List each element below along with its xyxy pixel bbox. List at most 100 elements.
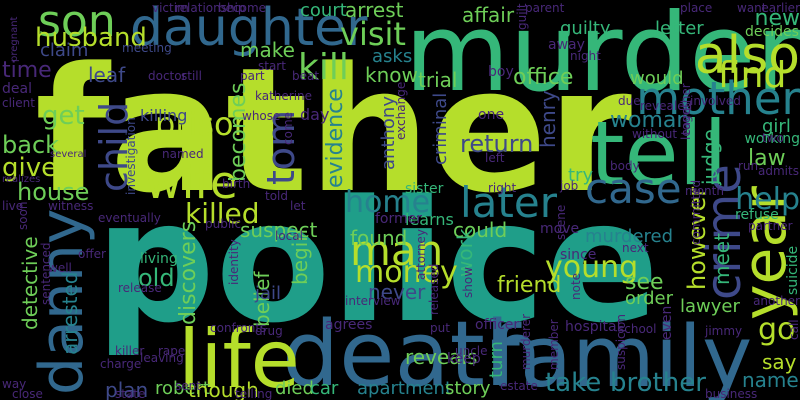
word-help: help <box>735 182 800 217</box>
word-henry: henry <box>536 90 560 148</box>
word-released: released <box>427 263 441 315</box>
word-estate: estate <box>500 379 538 393</box>
word-run: run <box>738 159 759 173</box>
word-evidence: evidence <box>323 88 348 188</box>
word-later: later <box>460 178 557 227</box>
word-release: release <box>118 281 162 295</box>
word-trial: trial <box>418 68 458 92</box>
word-back: back <box>2 131 60 159</box>
word-detective: detective <box>18 236 42 330</box>
word-state: state <box>115 387 146 400</box>
word-katherine: katherine <box>255 89 313 103</box>
word-wife: wife <box>145 156 238 209</box>
word-let: let <box>290 199 306 213</box>
word-told: told <box>265 189 288 203</box>
word-arrest: arrest <box>345 0 404 22</box>
word-say: say <box>762 350 797 374</box>
word-uncle: uncle <box>455 344 488 358</box>
word-man: man <box>350 226 444 275</box>
word-know: know <box>365 63 418 87</box>
word-local: local <box>275 229 303 243</box>
word-young: young <box>545 250 639 285</box>
word-leaving: leaving <box>140 351 184 365</box>
word-give: give <box>2 153 58 183</box>
word-found: found <box>350 226 408 250</box>
word-several: several <box>50 149 87 160</box>
word-find: find <box>718 55 787 96</box>
word-birth: birth <box>222 177 251 191</box>
word-one: one <box>478 107 505 123</box>
word-brother: brother <box>610 368 706 398</box>
word-case: case <box>585 164 682 213</box>
word-school: school <box>618 322 657 336</box>
word-murder: murder <box>404 0 800 116</box>
word-witness: witness <box>48 199 94 213</box>
word-home: home <box>345 185 431 220</box>
word-tell: tell <box>590 102 728 205</box>
word-refuse: refuse <box>735 207 779 223</box>
word-meet: meet <box>710 233 734 285</box>
word-another: another <box>753 294 800 308</box>
word-get: get <box>42 101 85 131</box>
word-offer: offer <box>78 247 106 261</box>
word-suicide: suicide <box>785 245 800 295</box>
word-never: never <box>368 280 426 304</box>
word-though: though <box>188 378 259 400</box>
word-earlier: earlier <box>761 1 800 15</box>
word-died: died <box>275 378 314 399</box>
word-move: move <box>540 221 580 237</box>
word-murdered: murdered <box>585 226 674 247</box>
word-car: car <box>310 378 339 399</box>
word-job: job <box>560 179 579 193</box>
word-together: together <box>679 83 693 135</box>
word-plan: plan <box>105 378 149 400</box>
word-father: father <box>35 30 633 231</box>
word-come: come <box>281 111 295 145</box>
word-guilt: guilt <box>515 3 529 30</box>
word-relationship: relationship <box>175 1 246 15</box>
word-apartment: apartment <box>357 378 453 399</box>
word-sister: sister <box>405 181 444 197</box>
word-life: life <box>178 313 300 400</box>
word-letter: letter <box>655 18 704 39</box>
word-jail: jail <box>255 283 282 304</box>
word-call: call <box>787 319 800 340</box>
word-revealed: revealed <box>640 99 693 113</box>
word-two: two <box>762 131 784 145</box>
word-sent: sent <box>175 379 201 393</box>
word-learns: learns <box>405 210 454 229</box>
word-law: law <box>748 146 786 171</box>
word-claim: claim <box>40 40 89 61</box>
word-day: day <box>300 105 330 124</box>
word-daughter: daughter <box>130 0 368 58</box>
word-month: month <box>685 184 724 198</box>
word-time: time <box>2 58 52 83</box>
word-jimmy: jimmy <box>705 324 743 338</box>
word-living: living <box>140 251 178 267</box>
word-attorney: attorney <box>414 229 428 280</box>
word-business: business <box>705 387 758 400</box>
word-house: house <box>17 178 90 206</box>
word-live: live <box>2 199 24 213</box>
word-next: next <box>622 241 649 255</box>
word-night: night <box>570 49 601 63</box>
word-identity: identity <box>227 239 241 285</box>
word-note: note <box>569 272 583 300</box>
word-investigation: investigation <box>124 117 138 195</box>
word-old: old <box>138 264 175 292</box>
word-son: son <box>38 0 116 47</box>
word-doctor: doctor <box>148 69 187 83</box>
word-involved: involved <box>690 94 741 108</box>
word-becomes: becomes <box>226 82 251 182</box>
word-body: body <box>610 159 640 173</box>
word-guilty: guilty <box>560 18 611 39</box>
word-admits: admits <box>758 164 799 178</box>
word-death: death <box>282 302 542 400</box>
word-named: named <box>162 147 204 161</box>
word-criminal: criminal <box>430 92 451 165</box>
word-without: without <box>632 127 678 141</box>
word-turn: turn <box>486 341 507 378</box>
word-become: become <box>218 1 267 15</box>
word-eventually: eventually <box>98 211 161 225</box>
word-husband: husband <box>35 23 147 53</box>
